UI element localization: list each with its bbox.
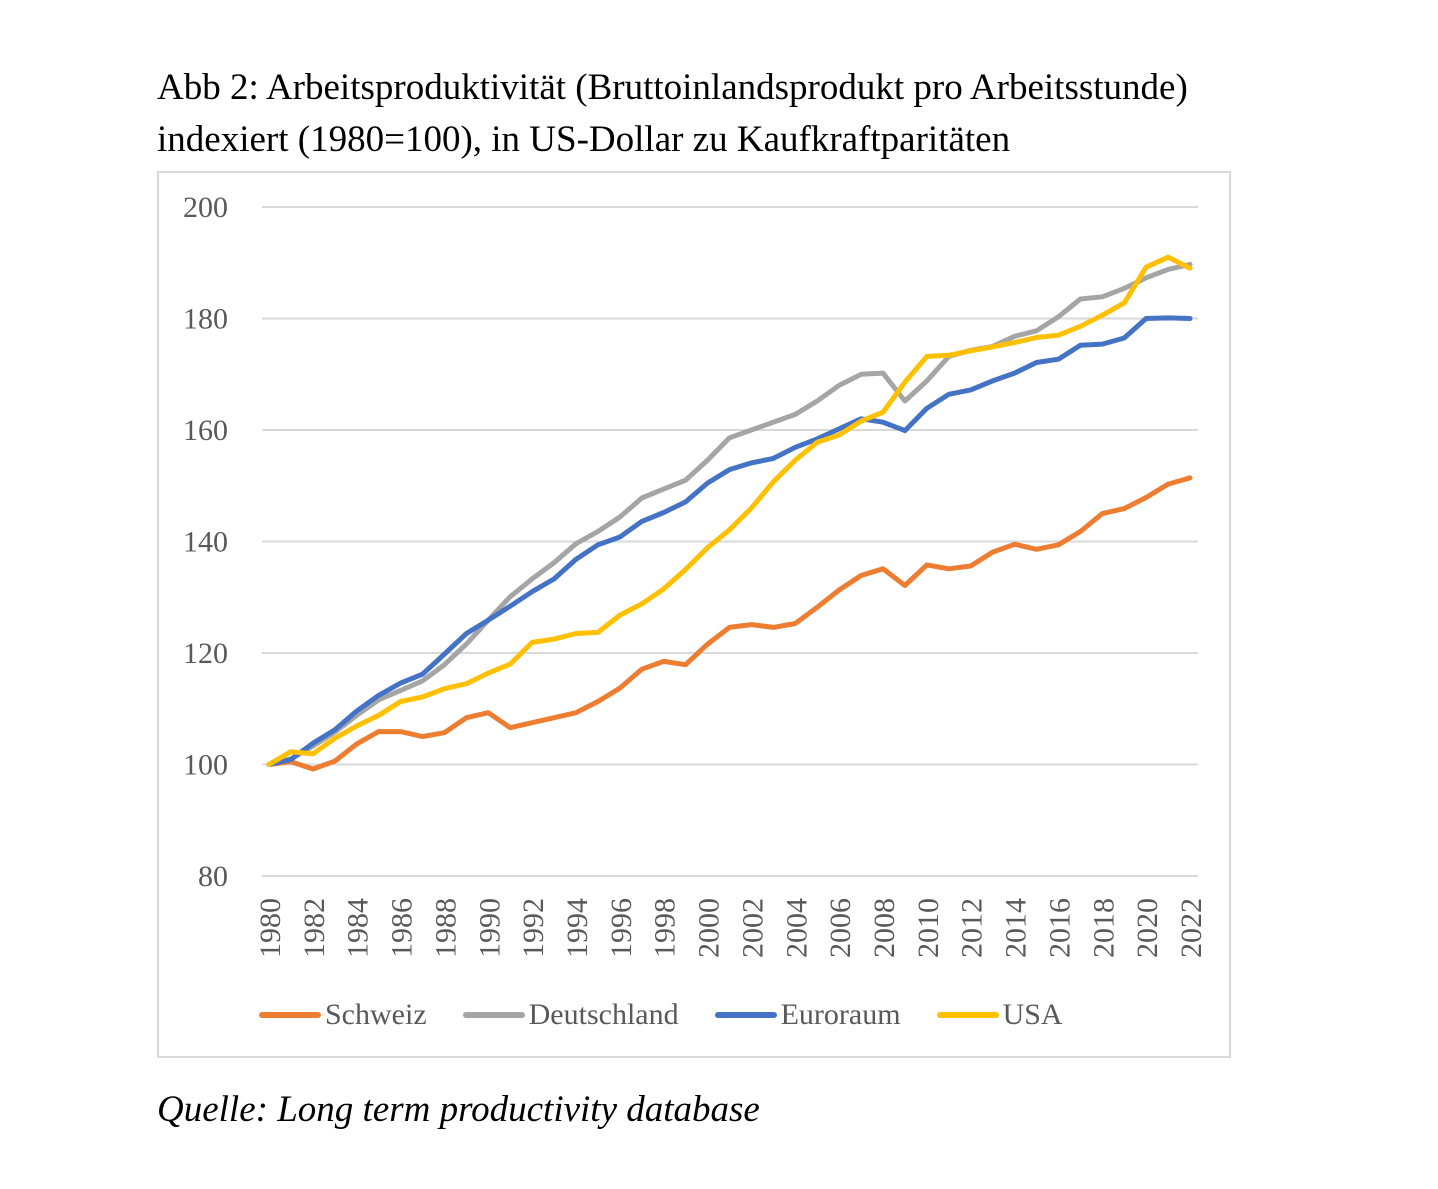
x-tick-label-2022: 2022 — [1175, 898, 1208, 958]
chart-title-line-2: indexiert (1980=100), in US-Dollar zu Ka… — [157, 119, 1011, 160]
series-line-usa — [266, 254, 1193, 767]
x-tick-label-1988: 1988 — [429, 898, 462, 958]
x-tick-label-2020: 2020 — [1131, 898, 1164, 958]
legend-swatch-deutschland — [462, 1012, 525, 1018]
legend-label-euroraum: Euroraum — [780, 998, 901, 1031]
x-tick-label-2004: 2004 — [780, 898, 813, 958]
y-tick-label-100: 100 — [183, 749, 228, 782]
legend-label-schweiz: Schweiz — [325, 998, 427, 1031]
x-tick-label-1992: 1992 — [517, 898, 550, 958]
x-tick-label-2006: 2006 — [824, 898, 857, 958]
series-line-schweiz — [266, 475, 1193, 772]
x-tick-label-2000: 2000 — [693, 898, 726, 958]
source-note: Quelle: Long term productivity database — [157, 1089, 760, 1130]
x-tick-label-2010: 2010 — [912, 898, 945, 958]
x-tick-label-1990: 1990 — [473, 898, 506, 958]
legend-label-usa: USA — [1002, 998, 1063, 1031]
series-line-euroraum — [266, 315, 1193, 767]
x-tick-label-1980: 1980 — [254, 898, 287, 958]
legend-label-deutschland: Deutschland — [528, 998, 679, 1031]
x-tick-label-1984: 1984 — [342, 898, 375, 958]
chart-frame: 80 100 120 140 160 180 200 1980 1982 1984 1986 1988… — [157, 171, 1231, 1058]
x-tick-label-2016: 2016 — [1043, 898, 1076, 958]
x-tick-label-2012: 2012 — [956, 898, 989, 958]
x-tick-label-1998: 1998 — [649, 898, 682, 958]
legend-item-deutschland: Deutschland — [462, 998, 679, 1032]
legend-swatch-usa — [936, 1012, 999, 1018]
y-tick-label-200: 200 — [183, 191, 228, 224]
x-tick-label-1994: 1994 — [561, 898, 594, 958]
y-tick-label-80: 80 — [198, 860, 228, 893]
y-tick-label-180: 180 — [183, 303, 228, 336]
x-tick-label-1986: 1986 — [386, 898, 419, 958]
x-tick-label-2018: 2018 — [1087, 898, 1120, 958]
legend-item-euroraum: Euroraum — [714, 998, 901, 1032]
x-tick-label-2008: 2008 — [868, 898, 901, 958]
y-tick-label-140: 140 — [183, 526, 228, 559]
legend-swatch-schweiz — [259, 1012, 321, 1018]
x-tick-label-1996: 1996 — [605, 898, 638, 958]
chart-legend: Schweiz Deutschland Euroraum USA — [259, 995, 1099, 1035]
legend-item-schweiz: Schweiz — [259, 998, 427, 1032]
x-tick-label-2014: 2014 — [1000, 898, 1033, 958]
line-chart: 80 100 120 140 160 180 200 1980 1982 1984 1986 1988… — [183, 191, 1208, 958]
y-tick-label-160: 160 — [183, 414, 228, 447]
chart-title-line-1: Abb 2: Arbeitsproduktivität (Bruttoinlan… — [157, 67, 1188, 108]
series-line-deutschland — [266, 261, 1193, 767]
legend-item-usa: USA — [936, 998, 1063, 1032]
x-tick-label-1982: 1982 — [298, 898, 331, 958]
x-tick-label-2002: 2002 — [736, 898, 769, 958]
chart-title: Abb 2: Arbeitsproduktivität (Bruttoinlan… — [157, 62, 1357, 166]
legend-swatch-euroraum — [714, 1012, 777, 1018]
y-tick-label-120: 120 — [183, 637, 228, 670]
